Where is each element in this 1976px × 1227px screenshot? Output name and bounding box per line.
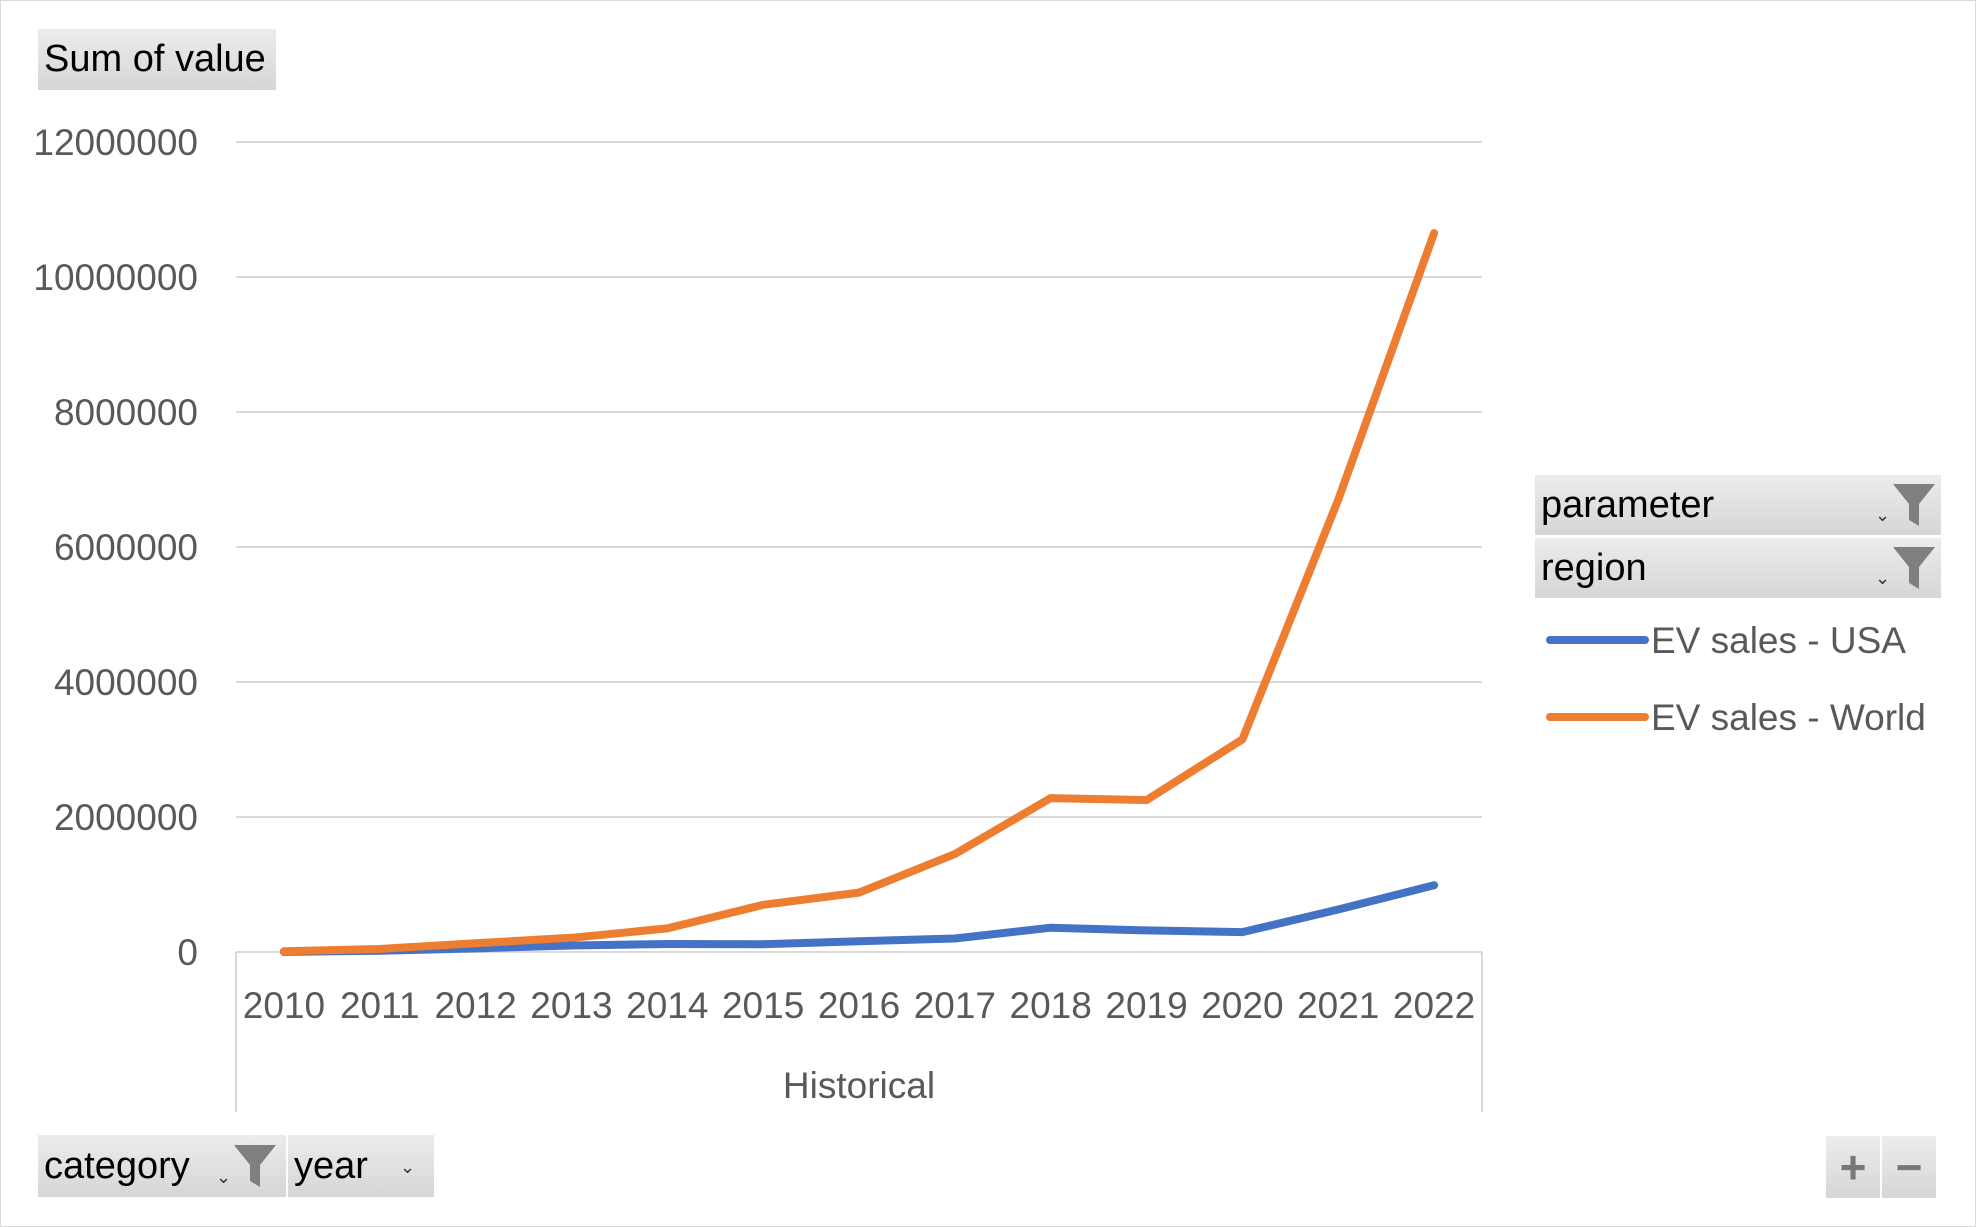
series-line-world [279,229,1439,956]
y-tick-label: 6000000 [54,527,198,568]
category-filter-label: category [44,1144,190,1187]
x-axis: 2010 2011 2012 2013 2014 2015 2016 2017 2018 2019… [235,951,1483,1112]
collapse-field-button[interactable]: − [1882,1136,1936,1198]
x-tick-label: 2019 [1105,985,1187,1026]
y-tick-label: 8000000 [54,392,198,433]
x-tick-label: 2010 [243,985,325,1026]
y-tick-label: 2000000 [54,797,198,838]
x-group-label: Historical [783,1065,935,1106]
x-tick-label: 2021 [1297,985,1379,1026]
year-field-label: year [294,1144,368,1187]
gridlines [236,141,1482,818]
parameter-filter-label: parameter [1541,483,1715,526]
value-field-button[interactable]: Sum of value [38,29,276,90]
filter-funnel-icon [1893,484,1935,526]
minus-icon: − [1895,1141,1923,1193]
dropdown-caret-icon: ⌄ [1875,568,1891,588]
region-filter-label: region [1541,546,1647,589]
legend-label-usa: EV sales - USA [1651,620,1906,661]
legend-label-world: EV sales - World [1651,697,1926,738]
parameter-filter-button[interactable]: parameter ⌄ [1535,475,1941,535]
x-tick-label: 2020 [1201,985,1283,1026]
filter-funnel-icon [234,1145,276,1187]
year-field-button[interactable]: year ⌄ [288,1135,434,1197]
x-tick-label: 2011 [340,985,420,1026]
y-axis-tick-labels: 0 2000000 4000000 6000000 8000000 10000000 120… [33,122,198,973]
region-filter-button[interactable]: region ⌄ [1535,538,1941,598]
x-tick-label: 2022 [1393,985,1475,1026]
x-tick-label: 2015 [722,985,804,1026]
x-tick-label: 2016 [818,985,900,1026]
series-lines [279,229,1439,956]
plus-icon: + [1839,1141,1867,1193]
y-tick-label: 10000000 [33,257,198,298]
x-tick-label: 2013 [530,985,612,1026]
dropdown-caret-icon: ⌄ [216,1167,232,1187]
legend: EV sales - USA EV sales - World [1546,620,1926,738]
expand-field-button[interactable]: + [1826,1136,1880,1198]
y-tick-label: 12000000 [33,122,198,163]
x-tick-label: 2014 [626,985,708,1026]
filter-funnel-icon [1893,547,1935,589]
dropdown-caret-icon: ⌄ [400,1157,416,1177]
x-tick-label: 2018 [1010,985,1092,1026]
x-tick-label: 2017 [914,985,996,1026]
series-line-usa [279,881,1439,956]
dropdown-caret-icon: ⌄ [1875,505,1891,525]
y-tick-label: 0 [177,932,198,973]
category-filter-button[interactable]: category ⌄ [38,1135,286,1197]
value-field-label: Sum of value [44,38,266,80]
x-tick-label: 2012 [434,985,516,1026]
y-tick-label: 4000000 [54,662,198,703]
